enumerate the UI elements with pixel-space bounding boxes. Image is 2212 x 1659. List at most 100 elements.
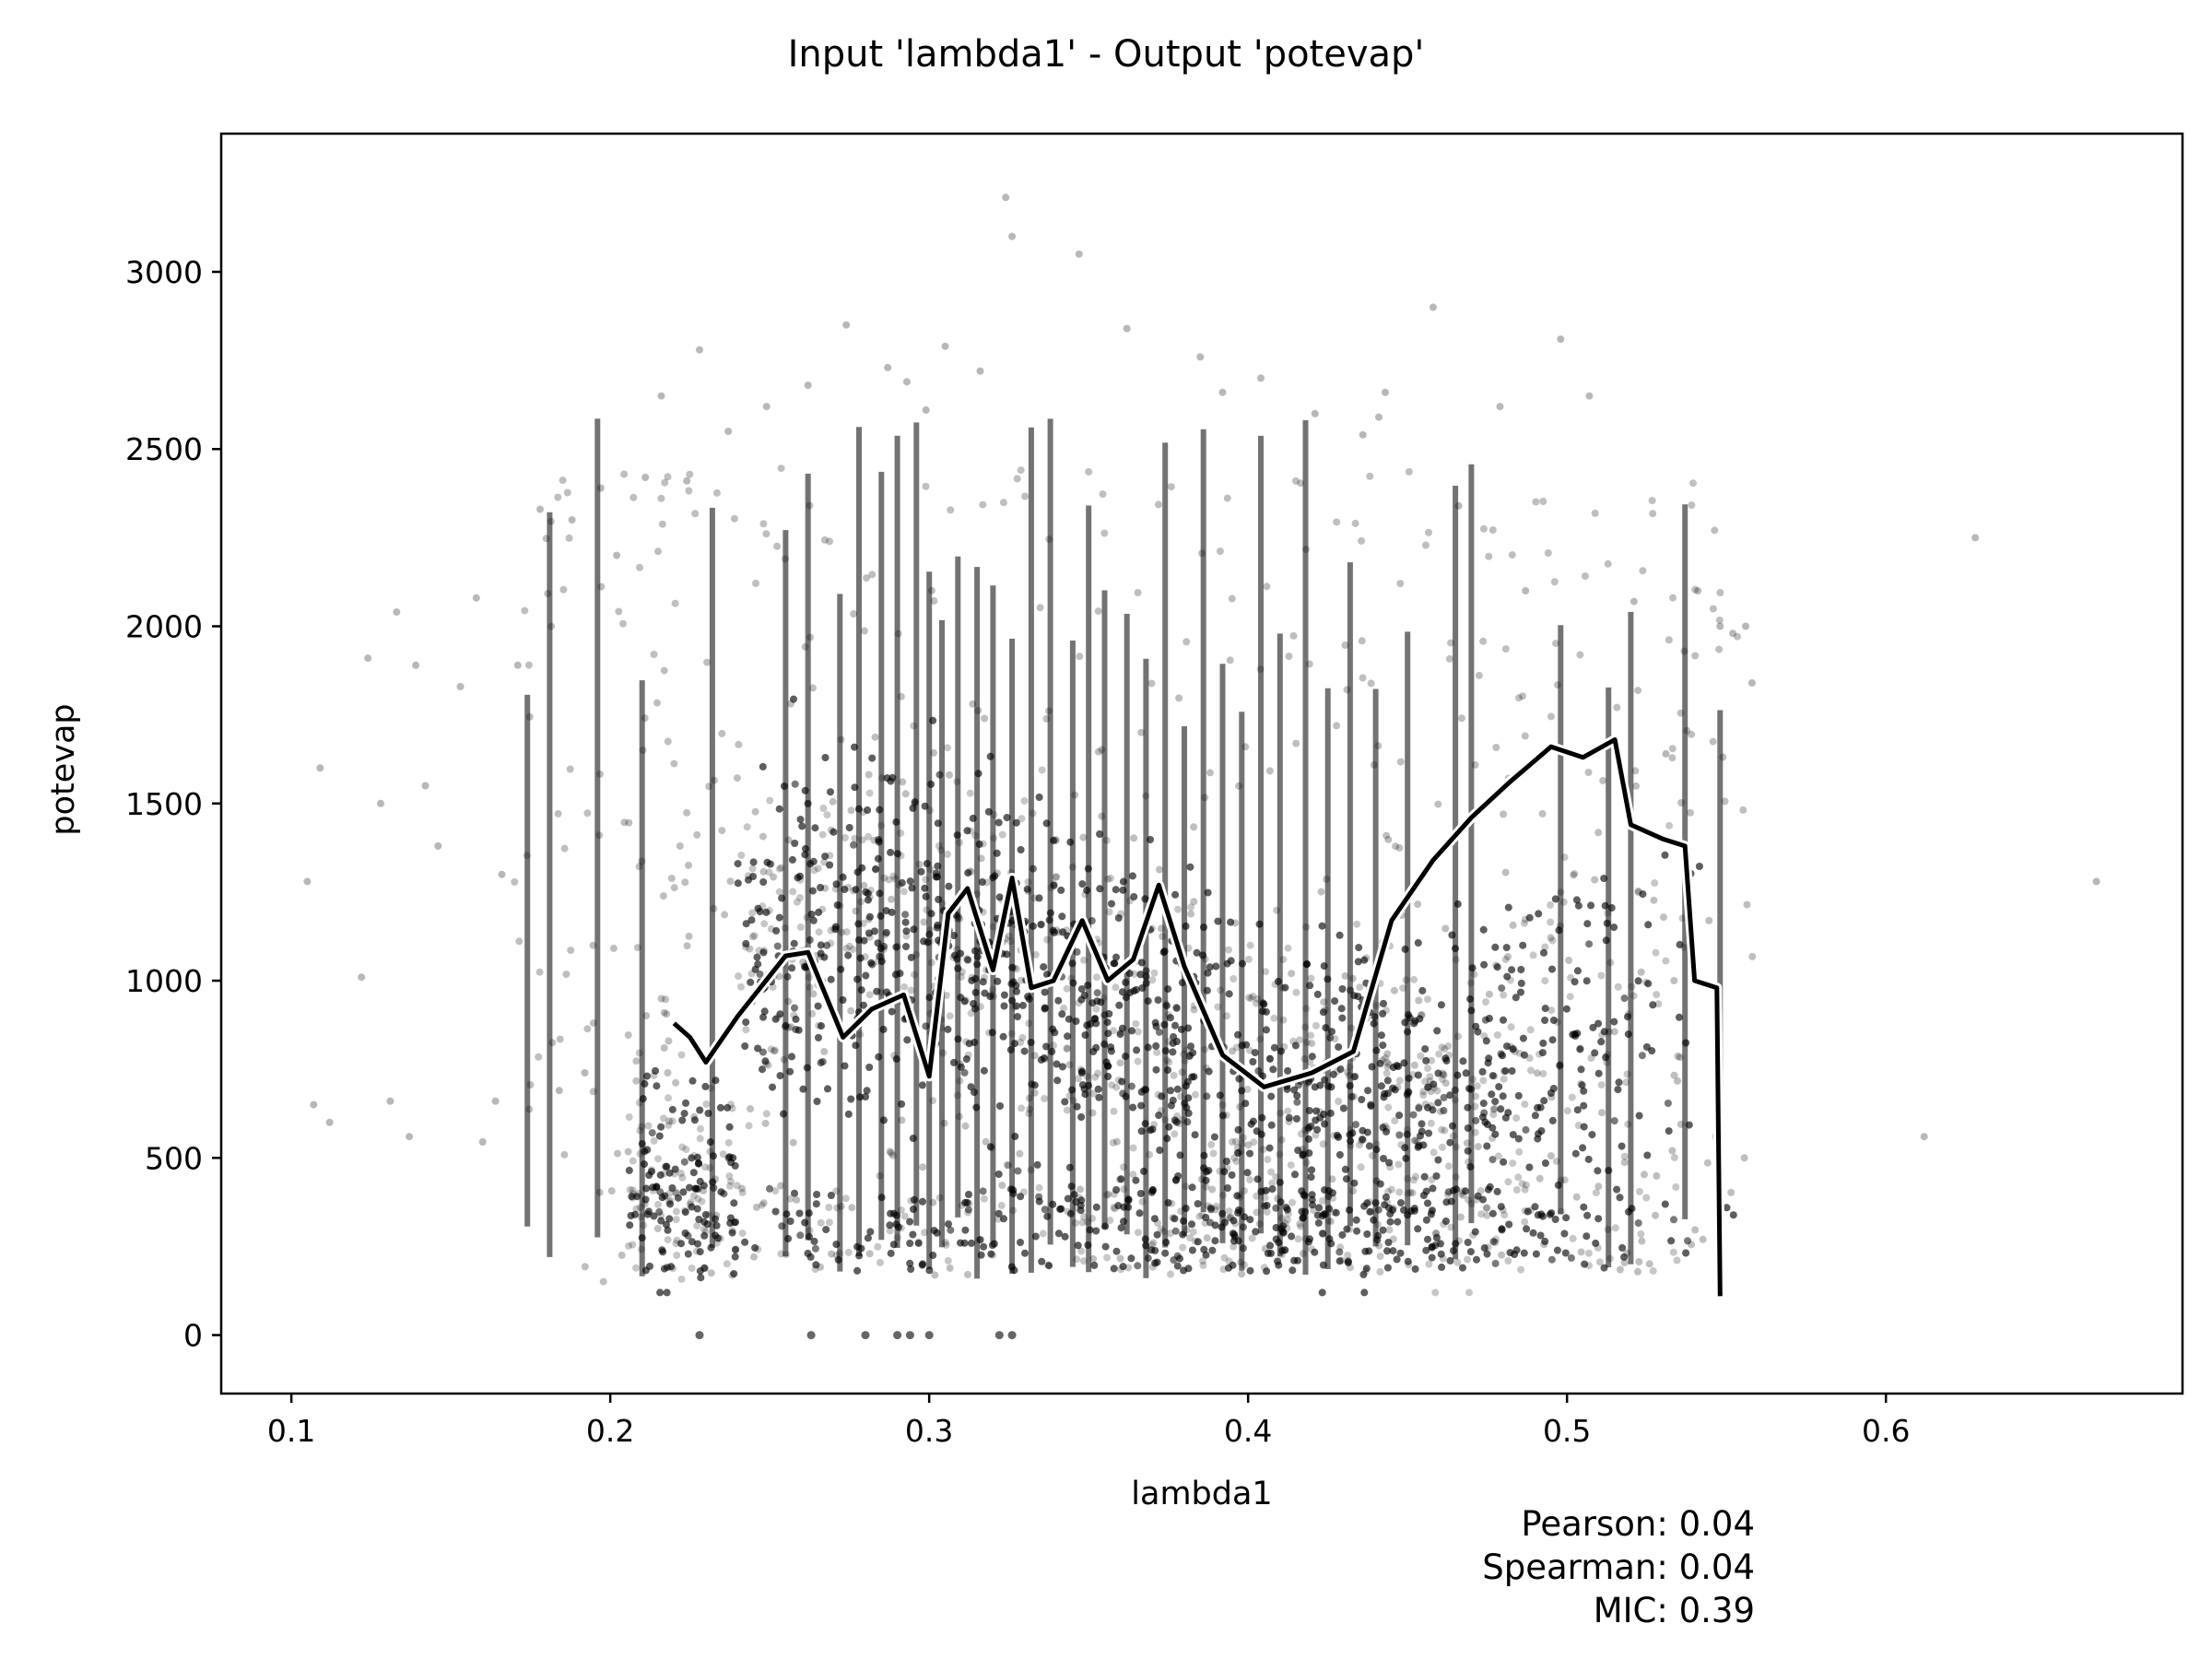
background-point (1319, 1230, 1327, 1238)
background-point (1387, 1185, 1395, 1194)
background-point (914, 1238, 923, 1246)
background-point (1296, 1036, 1304, 1044)
background-point (1445, 1051, 1453, 1059)
background-point (845, 942, 853, 950)
background-point (810, 866, 818, 875)
background-point (1063, 984, 1071, 993)
background-point (1247, 994, 1255, 1003)
background-point (1500, 1211, 1509, 1218)
background-point (1111, 959, 1119, 968)
background-point (1186, 1234, 1194, 1241)
background-point (1439, 1254, 1447, 1263)
background-point (827, 1192, 835, 1199)
background-point (1231, 1137, 1240, 1146)
background-point (1313, 1211, 1322, 1219)
background-point (1225, 1214, 1233, 1222)
background-point (1194, 1200, 1202, 1208)
background-point (1665, 821, 1674, 830)
background-point (1618, 1243, 1627, 1252)
background-point (1179, 1243, 1187, 1252)
background-point (964, 1051, 972, 1059)
background-point (660, 1170, 668, 1178)
background-point (1271, 981, 1279, 989)
background-point (1477, 1187, 1485, 1194)
background-point (917, 867, 925, 876)
background-point (1519, 1034, 1527, 1042)
background-point (697, 1124, 704, 1133)
background-point (1661, 851, 1669, 859)
background-point (1585, 1262, 1593, 1270)
background-point (1117, 910, 1125, 918)
background-point (1383, 1077, 1392, 1085)
background-point (1462, 1069, 1470, 1077)
background-point (1505, 1220, 1513, 1229)
background-point (819, 805, 828, 812)
background-point (1187, 1042, 1194, 1051)
background-point (794, 874, 802, 882)
background-point (1435, 1050, 1443, 1058)
background-point (1018, 815, 1026, 823)
background-point (1308, 1191, 1316, 1199)
background-point (738, 1188, 747, 1196)
background-point (1270, 1014, 1278, 1022)
background-point (1041, 1095, 1049, 1102)
background-point (961, 996, 970, 1005)
background-point (1191, 1237, 1199, 1245)
background-point (1365, 1207, 1373, 1216)
background-point (1642, 1043, 1651, 1051)
background-point (1433, 1087, 1441, 1095)
background-point (1478, 1067, 1487, 1076)
background-point (660, 1114, 667, 1123)
background-point (815, 908, 823, 916)
background-point (1331, 997, 1339, 1006)
background-point (625, 1241, 632, 1250)
background-point (978, 878, 986, 886)
background-point (731, 1253, 739, 1261)
background-point (1578, 1081, 1586, 1089)
background-point (1180, 1266, 1188, 1275)
background-point (1284, 1209, 1292, 1218)
background-point (827, 788, 834, 796)
background-point (1245, 994, 1253, 1002)
background-point (786, 1218, 794, 1225)
background-point (1367, 1102, 1375, 1110)
background-point (825, 1218, 833, 1227)
background-point (1428, 1208, 1435, 1216)
background-point (1434, 1099, 1442, 1107)
background-point (1262, 968, 1270, 976)
background-point (1541, 1017, 1549, 1024)
background-point (944, 850, 951, 858)
background-point (1382, 1122, 1390, 1130)
background-point (1594, 1069, 1603, 1077)
background-point (865, 893, 874, 901)
background-point (728, 1104, 736, 1112)
background-point (728, 1271, 736, 1279)
background-point (1106, 1217, 1114, 1224)
background-point (1041, 1055, 1049, 1064)
background-point (1194, 1238, 1202, 1246)
background-point (1418, 1120, 1426, 1128)
background-point (1202, 1251, 1210, 1259)
background-point (1492, 1235, 1500, 1243)
background-point (734, 860, 742, 868)
background-point (1635, 1187, 1643, 1195)
background-point (965, 1191, 972, 1198)
background-point (1075, 999, 1083, 1007)
background-point (1220, 1253, 1229, 1262)
background-point (1335, 1098, 1343, 1105)
background-point (806, 1253, 815, 1261)
background-point (988, 1241, 996, 1249)
background-point (1416, 1015, 1424, 1023)
background-point (1547, 918, 1555, 926)
background-point (677, 1170, 685, 1177)
background-point (1409, 1071, 1417, 1078)
background-point (1208, 1246, 1217, 1254)
background-point (1166, 1014, 1174, 1022)
background-point (1615, 1078, 1623, 1087)
background-point (1379, 1226, 1387, 1234)
background-point (1410, 1205, 1418, 1213)
background-point (1038, 1257, 1046, 1265)
background-point (963, 955, 971, 963)
background-point (663, 1220, 670, 1229)
background-point (907, 1196, 915, 1205)
